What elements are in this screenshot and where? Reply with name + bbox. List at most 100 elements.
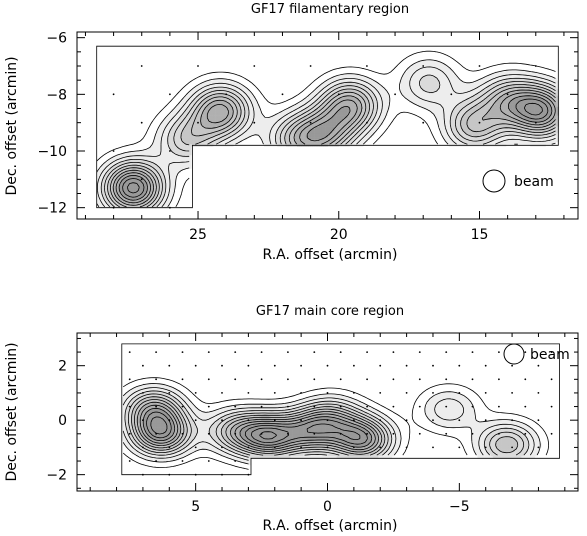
- intensity-cell: [191, 139, 194, 143]
- intensity-cell: [167, 117, 170, 121]
- intensity-cell: [187, 144, 190, 147]
- intensity-cell: [338, 84, 342, 88]
- intensity-cell: [178, 159, 181, 163]
- intensity-cell: [200, 142, 203, 145]
- intensity-cell: [180, 120, 183, 123]
- intensity-cell: [312, 98, 315, 101]
- intensity-cell: [446, 126, 450, 130]
- intensity-cell: [446, 113, 450, 116]
- intensity-cell: [365, 131, 368, 134]
- intensity-cell: [409, 73, 412, 77]
- intensity-cell: [534, 142, 538, 145]
- intensity-cell: [433, 76, 436, 79]
- intensity-cell: [519, 135, 522, 138]
- intensity-cell: [435, 100, 439, 103]
- intensity-cell: [248, 102, 252, 105]
- intensity-cell: [380, 111, 384, 114]
- intensity-cell: [288, 128, 291, 132]
- intensity-cell: [332, 78, 335, 81]
- intensity-cell: [422, 73, 425, 77]
- intensity-cell: [420, 78, 423, 81]
- intensity-cell: [358, 126, 362, 130]
- intensity-cell: [349, 115, 353, 119]
- intensity-cell: [129, 166, 133, 169]
- intensity-cell: [193, 120, 197, 123]
- intensity-cell: [541, 113, 544, 116]
- intensity-cell: [464, 117, 467, 121]
- intensity-cell: [521, 104, 524, 108]
- intensity-cell: [356, 82, 359, 86]
- intensity-cell: [215, 124, 219, 127]
- intensity-cell: [173, 155, 177, 158]
- intensity-cell: [151, 153, 155, 156]
- intensity-cell: [497, 131, 500, 134]
- intensity-cell: [156, 166, 159, 169]
- intensity-cell: [173, 150, 177, 154]
- intensity-cell: [387, 95, 390, 99]
- intensity-cell: [294, 109, 298, 112]
- intensity-cell: [519, 115, 522, 119]
- intensity-cell: [143, 153, 146, 156]
- intensity-cell: [437, 82, 441, 86]
- intensity-cell: [521, 98, 524, 101]
- intensity-cell: [554, 131, 557, 134]
- intensity-cell: [319, 106, 322, 110]
- intensity-cell: [343, 120, 346, 123]
- intensity-cell: [294, 139, 298, 143]
- intensity-cell: [497, 139, 500, 143]
- intensity-cell: [547, 111, 551, 114]
- intensity-cell: [244, 106, 247, 110]
- intensity-cell: [182, 133, 186, 136]
- intensity-cell: [457, 78, 461, 81]
- intensity-cell: [206, 98, 210, 101]
- intensity-cell: [451, 78, 454, 81]
- intensity-cell: [290, 128, 293, 132]
- intensity-cell: [272, 133, 276, 136]
- intensity-cell: [136, 170, 139, 174]
- intensity-cell: [217, 122, 221, 125]
- intensity-cell: [112, 157, 115, 160]
- intensity-cell: [129, 161, 133, 165]
- intensity-cell: [530, 135, 533, 138]
- intensity-cell: [486, 87, 489, 90]
- intensity-cell: [523, 82, 527, 86]
- intensity-cell: [466, 137, 469, 141]
- intensity-cell: [211, 102, 214, 105]
- intensity-cell: [409, 89, 412, 92]
- intensity-cell: [224, 124, 227, 127]
- intensity-cell: [407, 73, 410, 77]
- intensity-cell: [228, 113, 232, 116]
- intensity-cell: [283, 117, 287, 121]
- intensity-cell: [343, 98, 346, 101]
- intensity-cell: [261, 117, 265, 121]
- intensity-cell: [517, 102, 520, 105]
- intensity-cell: [349, 126, 353, 130]
- intensity-cell: [341, 104, 344, 108]
- intensity-cell: [222, 93, 225, 97]
- intensity-cell: [255, 126, 258, 130]
- intensity-cell: [343, 89, 346, 92]
- intensity-cell: [347, 87, 351, 90]
- intensity-cell: [378, 106, 381, 110]
- intensity-cell: [321, 124, 324, 127]
- intensity-cell: [407, 98, 410, 101]
- intensity-cell: [477, 120, 480, 123]
- intensity-cell: [437, 62, 441, 66]
- intensity-cell: [479, 131, 483, 134]
- intensity-cell: [237, 137, 241, 141]
- intensity-cell: [332, 109, 335, 112]
- intensity-cell: [204, 82, 208, 86]
- intensity-cell: [147, 150, 150, 154]
- intensity-cell: [514, 78, 518, 81]
- intensity-cell: [550, 89, 553, 92]
- intensity-cell: [198, 120, 201, 123]
- intensity-cell: [420, 82, 423, 86]
- intensity-cell: [332, 126, 335, 130]
- intensity-cell: [446, 100, 450, 103]
- intensity-cell: [162, 133, 166, 136]
- intensity-cell: [457, 124, 461, 127]
- intensity-cell: [374, 106, 377, 110]
- intensity-cell: [534, 104, 538, 108]
- intensity-cell: [429, 67, 432, 70]
- intensity-cell: [121, 159, 124, 163]
